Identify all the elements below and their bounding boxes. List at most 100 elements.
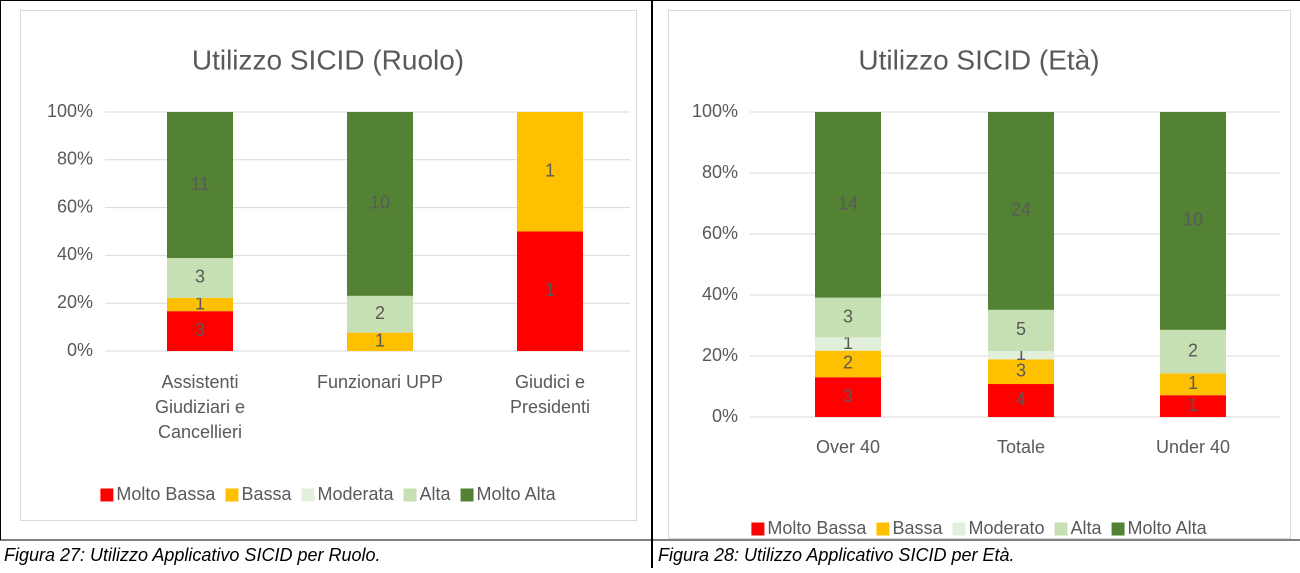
bar-segment [167, 311, 233, 351]
data-label: 24 [1011, 200, 1031, 220]
chart-title: Utilizzo SICID (Ruolo) [192, 44, 464, 75]
data-label: 1 [375, 331, 385, 351]
bar-segment [1160, 329, 1226, 374]
bar-segment [815, 112, 881, 298]
y-tick-label: 100% [692, 101, 738, 121]
legend-label: Moderato [968, 518, 1044, 538]
legend-swatch [751, 522, 765, 536]
bar-segment [347, 295, 413, 333]
bar-segment [815, 337, 881, 351]
legend-item: Bassa [876, 518, 943, 538]
bar-segment [815, 377, 881, 417]
legend-item: Alta [403, 484, 452, 504]
bar-segment [815, 350, 881, 378]
legend-swatch [301, 488, 315, 502]
y-tick-label: 20% [57, 292, 93, 312]
bar-segment [815, 297, 881, 338]
legend-item: Moderata [301, 484, 395, 504]
caption: Figura 27: Utilizzo Applicativo SICID pe… [4, 545, 381, 565]
bar-segment [517, 112, 583, 232]
data-label: 1 [843, 333, 853, 353]
x-tick-label: Funzionari UPP [317, 372, 443, 392]
legend-item: Molto Bassa [751, 518, 867, 538]
data-label: 5 [1016, 319, 1026, 339]
data-label: 3 [195, 267, 205, 287]
data-label: 2 [375, 303, 385, 323]
bar-segment [988, 359, 1054, 385]
bar-segment [517, 231, 583, 351]
legend-item: Bassa [225, 484, 292, 504]
x-tick-label: Over 40 [816, 437, 880, 457]
line: Totale [997, 437, 1045, 457]
legend-swatch [460, 488, 474, 502]
legend-item: Alta [1054, 518, 1103, 538]
legend-swatch [952, 522, 966, 536]
data-label: 3 [1016, 360, 1026, 380]
data-label: 1 [1188, 395, 1198, 415]
bar-segment [167, 258, 233, 298]
legend-label: Bassa [892, 518, 943, 538]
legend-item: Molto Alta [460, 484, 557, 504]
chart-frame [668, 10, 1291, 539]
data-label: 1 [1016, 344, 1026, 364]
bar-segment [988, 309, 1054, 352]
data-label: 11 [191, 174, 210, 194]
data-label: 1 [195, 293, 205, 313]
y-tick-label: 0% [712, 406, 738, 426]
x-tick-label: Giudici e Presidenti [510, 372, 590, 417]
y-tick-label: 60% [57, 196, 93, 216]
data-label: 3 [195, 320, 205, 340]
legend-label: Molto Alta [477, 484, 557, 504]
bar-segment [347, 332, 413, 351]
y-tick-label: 80% [57, 149, 93, 169]
data-label: 1 [545, 280, 555, 300]
line: Presidenti [510, 397, 590, 417]
bar-segment [347, 112, 413, 296]
bar-segment [1160, 395, 1226, 417]
legend-label: Alta [1071, 518, 1103, 538]
line: Giudiziari e [155, 397, 245, 417]
data-label: 4 [1016, 389, 1026, 409]
legend-swatch [403, 488, 417, 502]
legend-label: Bassa [241, 484, 292, 504]
line: Under 40 [1156, 437, 1230, 457]
line: Assistenti [161, 372, 238, 392]
y-tick-label: 40% [57, 244, 93, 264]
chart-frame [20, 10, 637, 521]
data-label: 3 [843, 386, 853, 406]
legend-swatch [876, 522, 890, 536]
bar-segment [167, 112, 233, 259]
y-tick-label: 20% [702, 345, 738, 365]
y-tick-label: 0% [67, 340, 93, 360]
legend-label: Molto Bassa [767, 518, 867, 538]
line: Cancellieri [158, 422, 242, 442]
legend-item: Molto Alta [1111, 518, 1208, 538]
chart-title: Utilizzo SICID (Età) [858, 44, 1099, 75]
x-tick-label: Under 40 [1156, 437, 1230, 457]
legend-item: Moderato [952, 518, 1045, 538]
bar-segment [988, 112, 1054, 310]
data-label: 10 [370, 193, 390, 213]
legend-label: Molto Alta [1128, 518, 1208, 538]
y-tick-label: 80% [702, 162, 738, 182]
data-label: 1 [545, 161, 555, 181]
y-tick-label: 60% [702, 223, 738, 243]
data-label: 10 [1183, 210, 1203, 230]
line: Funzionari UPP [317, 372, 443, 392]
data-label: 2 [1188, 340, 1198, 360]
legend-swatch [1111, 522, 1125, 536]
legend-swatch [1054, 522, 1068, 536]
data-label: 3 [843, 306, 853, 326]
legend-swatch [225, 488, 239, 502]
bar-segment [988, 351, 1054, 360]
data-label: 2 [843, 353, 853, 373]
caption: Figura 28: Utilizzo Applicativo SICID pe… [658, 545, 1014, 565]
bar-segment [1160, 373, 1226, 396]
line: Over 40 [816, 437, 880, 457]
bar-segment [988, 384, 1054, 417]
bar-segment [167, 297, 233, 312]
y-tick-label: 100% [47, 101, 93, 121]
data-label: 14 [838, 194, 858, 214]
legend-item: Molto Bassa [100, 484, 216, 504]
